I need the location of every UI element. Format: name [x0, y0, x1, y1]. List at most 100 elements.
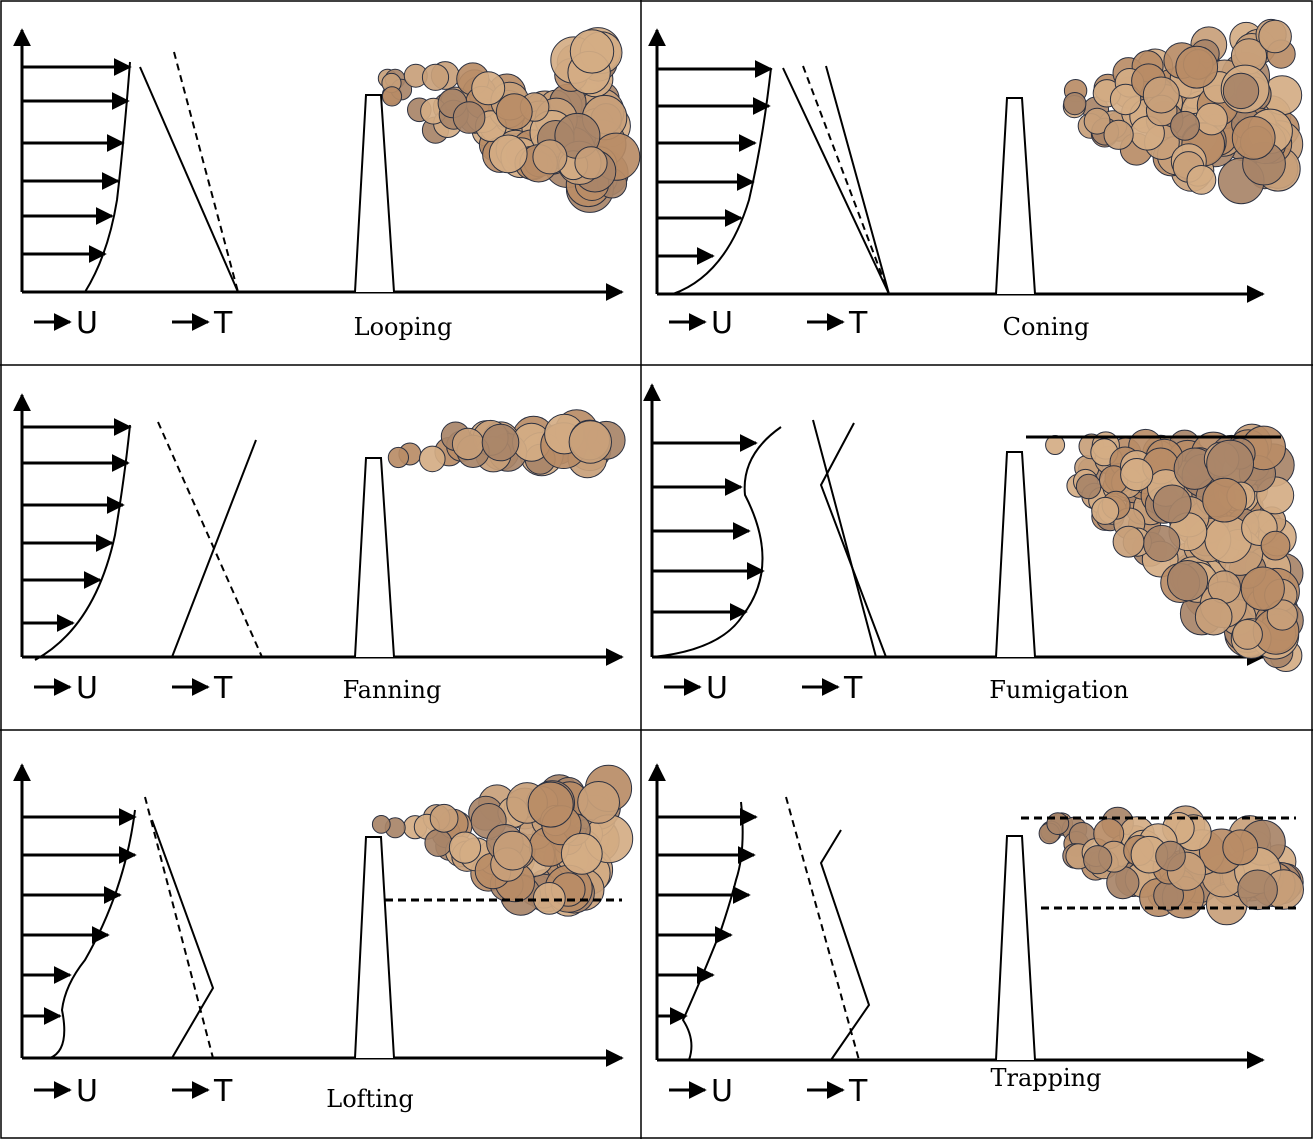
panel-title: Fanning: [343, 676, 442, 704]
smoke-puff: [1194, 597, 1233, 636]
panel: U T Trapping: [648, 763, 1304, 1109]
u-label: U: [76, 1074, 98, 1109]
temperature-profile: [782, 67, 890, 295]
temperature-profile: [139, 66, 239, 293]
smoke-puff: [1175, 45, 1219, 89]
wind-profile: [84, 61, 131, 293]
panel-title: Trapping: [990, 1064, 1101, 1092]
t-label: T: [213, 671, 233, 706]
smoke-puff: [371, 815, 391, 834]
adiabatic-lapse-rate: [173, 51, 239, 293]
smoke-puff: [1258, 19, 1292, 54]
smoke-puff: [1120, 458, 1154, 492]
smoke-puff: [481, 423, 520, 462]
panel: U T Coning: [648, 18, 1304, 341]
chimney: [354, 457, 395, 658]
smoke-puff: [452, 101, 486, 134]
panel: U T Fanning: [12, 393, 626, 706]
plume: [1045, 423, 1304, 673]
smoke-puff: [1075, 473, 1102, 500]
panel-title: Looping: [354, 313, 453, 341]
smoke-puff: [1083, 107, 1111, 135]
u-label: U: [711, 306, 733, 341]
adiabatic-lapse-rate: [144, 796, 214, 1059]
plume: [371, 764, 634, 917]
smoke-puff: [532, 139, 568, 175]
wind-profile: [681, 801, 744, 1061]
smoke-puff: [1222, 72, 1260, 110]
smoke-puff: [1091, 496, 1120, 525]
t-label: T: [843, 671, 863, 706]
adiabatic-lapse-rate: [157, 421, 263, 658]
smoke-puff: [527, 781, 574, 828]
smoke-puff: [1046, 812, 1070, 835]
smoke-puff: [381, 86, 403, 107]
chimney: [354, 94, 395, 293]
smoke-puff: [1083, 845, 1113, 875]
u-label: U: [76, 306, 98, 341]
panel-title: Coning: [1003, 313, 1090, 341]
smoke-puff: [1232, 619, 1263, 650]
smoke-puff: [421, 63, 450, 91]
t-label: T: [848, 306, 868, 341]
chimney: [995, 835, 1036, 1061]
smoke-puff: [1260, 530, 1291, 561]
plume: [377, 27, 641, 213]
temperature-profile: [812, 419, 877, 658]
smoke-puff: [1142, 76, 1180, 114]
smoke-puff: [1231, 115, 1276, 160]
smoke-puff: [1152, 484, 1192, 524]
panel: U T Lofting: [12, 763, 634, 1113]
smoke-puff: [429, 803, 459, 833]
panel-title: Lofting: [326, 1085, 413, 1113]
chimney: [995, 97, 1036, 295]
temperature-profile: [825, 65, 890, 295]
wind-profile: [652, 426, 782, 658]
smoke-puff: [1240, 566, 1285, 611]
smoke-puff: [574, 146, 608, 180]
smoke-puff: [471, 71, 506, 106]
plume: [1062, 18, 1304, 205]
temperature-profile: [151, 819, 215, 1059]
plume: [1038, 805, 1304, 926]
smoke-puff: [577, 781, 620, 824]
t-label: T: [213, 1074, 233, 1109]
smoke-puff: [495, 93, 533, 131]
smoke-puff: [1109, 83, 1142, 116]
smoke-puff: [1202, 477, 1247, 523]
smoke-puff: [1186, 165, 1217, 195]
t-label: T: [213, 306, 233, 341]
wind-profile: [672, 67, 772, 295]
adiabatic-lapse-rate: [802, 65, 890, 295]
chimney: [995, 451, 1036, 658]
smoke-puff: [1222, 829, 1259, 866]
smoke-puff: [1237, 869, 1278, 911]
u-label: U: [711, 1074, 733, 1109]
panel: U T Fumigation: [643, 383, 1304, 706]
smoke-puff: [1266, 599, 1298, 631]
smoke-puff: [1112, 525, 1145, 558]
smoke-puff: [1195, 102, 1228, 136]
wind-profile: [49, 809, 136, 1059]
temperature-profile: [819, 829, 871, 1061]
panel-title: Fumigation: [989, 676, 1128, 704]
smoke-puff: [387, 446, 409, 469]
smoke-puff: [1143, 524, 1181, 563]
smoke-puff: [1170, 110, 1200, 141]
panel: U T Looping: [12, 27, 641, 341]
plume: [387, 409, 626, 479]
smoke-puff: [1063, 92, 1087, 116]
smoke-puff: [560, 832, 603, 875]
smoke-puff: [448, 831, 482, 864]
chimney: [354, 836, 395, 1059]
smoke-puff: [492, 830, 533, 871]
wind-profile: [34, 424, 131, 661]
smoke-puff: [451, 427, 485, 461]
smoke-puff: [419, 445, 446, 473]
u-label: U: [706, 671, 728, 706]
adiabatic-lapse-rate: [785, 796, 860, 1061]
smoke-puff: [1103, 119, 1134, 150]
smoke-puff: [488, 134, 528, 174]
